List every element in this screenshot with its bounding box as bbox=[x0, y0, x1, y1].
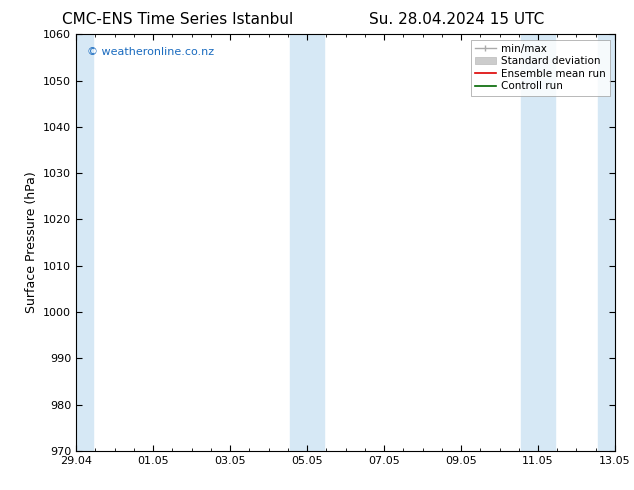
Text: CMC-ENS Time Series Istanbul: CMC-ENS Time Series Istanbul bbox=[62, 12, 293, 27]
Text: Su. 28.04.2024 15 UTC: Su. 28.04.2024 15 UTC bbox=[369, 12, 544, 27]
Bar bbox=[521, 34, 555, 451]
Bar bbox=[74, 34, 93, 451]
Y-axis label: Surface Pressure (hPa): Surface Pressure (hPa) bbox=[25, 172, 37, 314]
Bar bbox=[598, 34, 617, 451]
Text: © weatheronline.co.nz: © weatheronline.co.nz bbox=[87, 47, 214, 57]
Legend: min/max, Standard deviation, Ensemble mean run, Controll run: min/max, Standard deviation, Ensemble me… bbox=[470, 40, 610, 96]
Bar bbox=[290, 34, 325, 451]
